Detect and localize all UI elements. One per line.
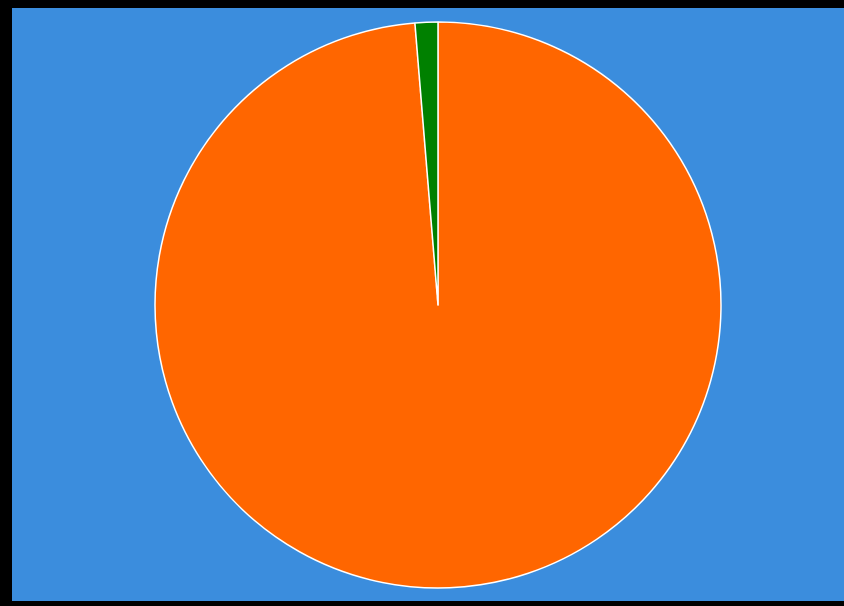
chart [154,21,722,589]
chart-panel [12,8,844,601]
pie-slice [414,21,439,306]
